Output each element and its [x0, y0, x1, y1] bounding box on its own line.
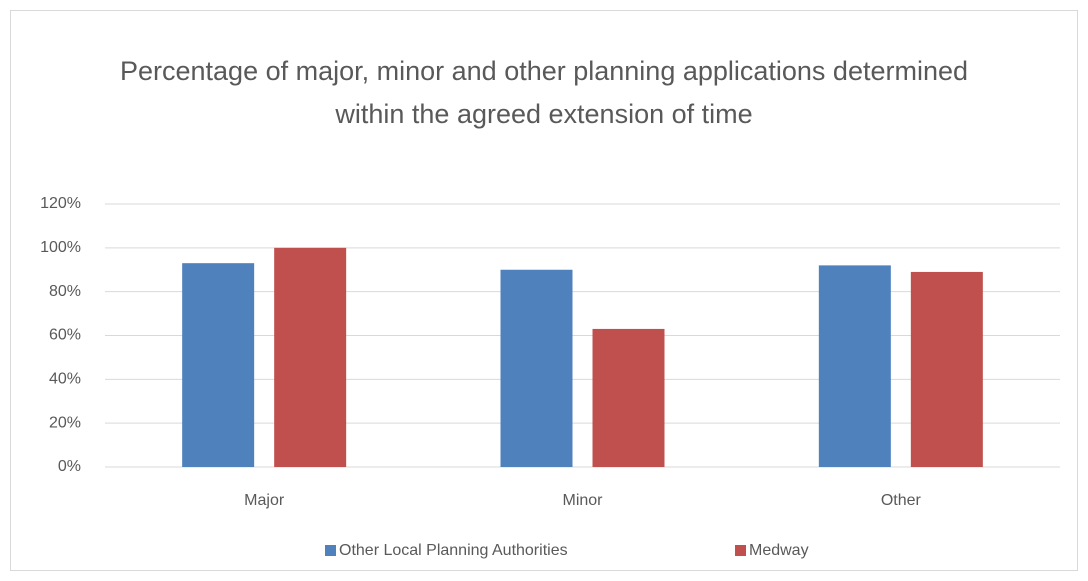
bar [910, 271, 983, 467]
y-tick-label: 60% [49, 327, 81, 344]
y-tick-label: 80% [49, 283, 81, 300]
bar [182, 263, 255, 467]
y-tick-label: 100% [40, 239, 81, 256]
y-tick-label: 120% [40, 195, 81, 212]
x-tick-label: Minor [562, 492, 603, 509]
bar [274, 247, 347, 467]
bar [818, 265, 891, 467]
y-tick-label: 40% [49, 371, 81, 388]
bar [592, 328, 665, 467]
y-tick-label: 20% [49, 414, 81, 431]
chart-title: Percentage of major, minor and other pla… [119, 56, 969, 129]
legend-swatch [735, 545, 746, 556]
legend-label: Medway [749, 542, 809, 559]
legend-swatch [325, 545, 336, 556]
legend-label: Other Local Planning Authorities [339, 542, 568, 559]
x-tick-label: Major [244, 492, 285, 509]
x-tick-label: Other [881, 492, 922, 509]
bar [500, 269, 573, 467]
y-tick-label: 0% [58, 458, 81, 475]
